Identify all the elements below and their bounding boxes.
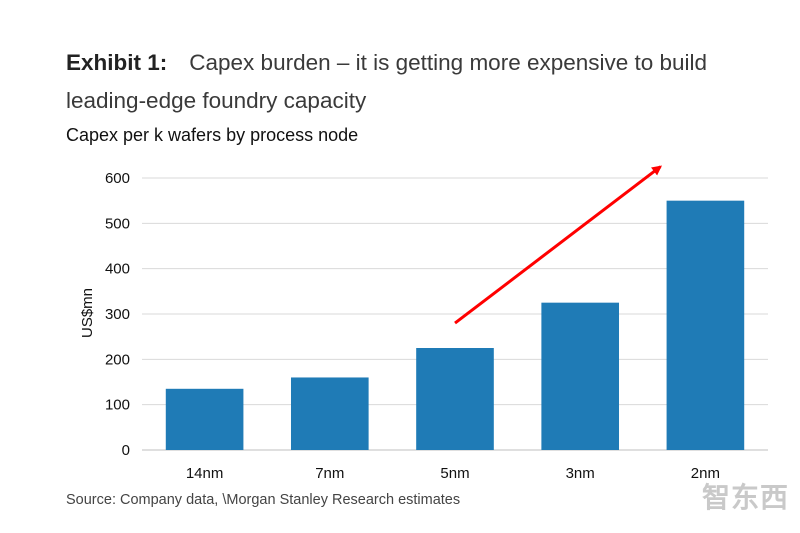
y-tick-label: 300 [105, 306, 130, 323]
watermark-logo: 智东西 [702, 482, 790, 513]
bar-3nm [541, 302, 620, 450]
x-tick-label: 3nm [566, 465, 595, 482]
bar-2nm [666, 200, 745, 450]
source-note: Source: Company data, \Morgan Stanley Re… [66, 492, 461, 508]
chart-title: Capex per k wafers by process node [66, 125, 359, 145]
y-tick-label: 500 [105, 215, 130, 232]
x-tick-label: 14nm [186, 465, 224, 482]
y-axis-label: US$mn [79, 288, 96, 338]
x-tick-label: 2nm [691, 465, 720, 482]
y-tick-label: 400 [105, 261, 130, 278]
y-tick-label: 600 [105, 170, 130, 187]
exhibit-label: Exhibit 1: [66, 50, 168, 75]
x-tick-label: 5nm [440, 465, 469, 482]
bar-7nm [290, 377, 369, 450]
y-tick-label: 0 [122, 442, 130, 459]
y-tick-label: 100 [105, 397, 130, 414]
bar-5nm [416, 348, 494, 450]
exhibit-heading: Exhibit 1: Capex burden – it is getting m… [66, 44, 786, 120]
bar-14nm [165, 388, 244, 450]
x-tick-labels: 14nm 7nm 5nm 3nm 2nm [186, 465, 720, 482]
trend-arrow [454, 165, 662, 325]
x-tick-label: 7nm [315, 465, 344, 482]
bars [165, 200, 745, 450]
y-tick-labels: 0 100 200 300 400 500 600 [105, 170, 130, 459]
exhibit-text: Capex burden – it is getting more expens… [66, 50, 708, 113]
y-tick-label: 200 [105, 351, 130, 368]
